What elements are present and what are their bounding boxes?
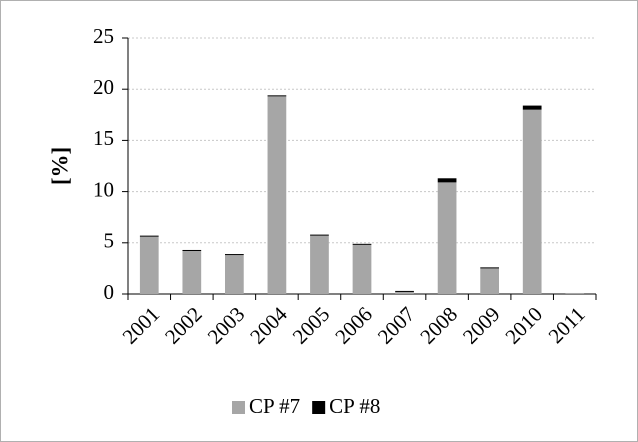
bar: [139, 236, 159, 294]
bar: [437, 182, 457, 294]
y-axis-label: [%]: [47, 147, 72, 185]
bar: [395, 291, 414, 294]
bar: [310, 235, 329, 294]
y-tick-label: 15: [93, 126, 114, 150]
bar: [267, 96, 287, 294]
bar: [480, 267, 499, 269]
legend-label: CP #7: [249, 394, 300, 418]
bar: [310, 234, 329, 236]
bar: [182, 250, 202, 294]
bar: [522, 105, 542, 110]
legend-swatch: [312, 401, 326, 414]
y-tick-label: 0: [104, 280, 115, 304]
bar: [225, 254, 244, 256]
legend-label: CP #8: [329, 394, 380, 418]
bar: [139, 235, 159, 237]
bar: [437, 178, 457, 183]
bar: [522, 109, 542, 295]
bar: [480, 268, 499, 294]
bar: [352, 244, 372, 294]
bar: [352, 243, 372, 245]
y-tick-label: 20: [93, 75, 114, 99]
bar: [267, 95, 287, 97]
y-tick-label: 25: [93, 24, 114, 48]
legend-swatch: [232, 401, 245, 414]
bar: [225, 255, 244, 294]
bar: [565, 292, 585, 294]
y-tick-label: 5: [104, 229, 115, 253]
y-tick-label: 10: [93, 177, 114, 201]
bar: [182, 249, 202, 251]
bar: [395, 290, 414, 292]
